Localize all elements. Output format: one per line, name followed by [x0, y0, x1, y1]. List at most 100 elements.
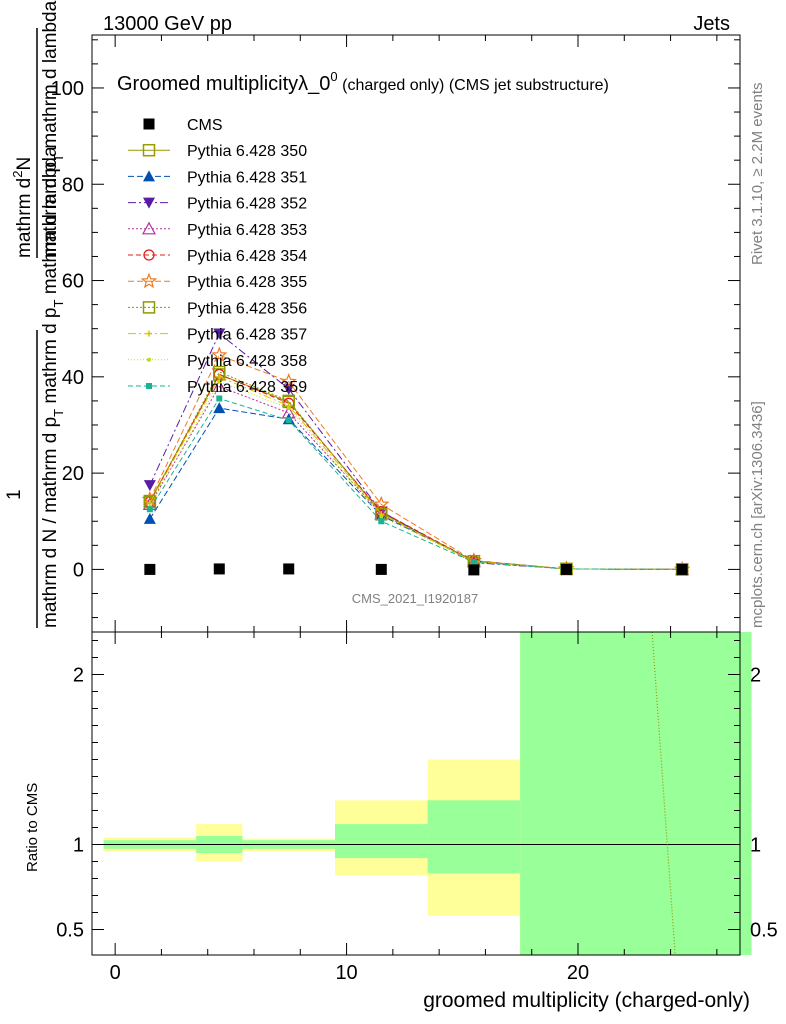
data-point	[212, 379, 227, 393]
legend-item: Pythia 6.428 351	[128, 169, 307, 186]
ratio-plot: 0.5 0.51 12 20 10 20	[56, 631, 778, 984]
data-point	[468, 564, 480, 576]
series-pythia-6-428-351	[143, 402, 689, 575]
data-point	[280, 372, 297, 389]
y-tick-label: 60	[62, 271, 84, 293]
mcplots-label: mcplots.cern.ch [arXiv:1306.3436]	[749, 401, 766, 628]
data-point	[216, 373, 223, 380]
data-point	[143, 249, 155, 261]
data-point	[470, 559, 477, 566]
data-point	[142, 301, 156, 314]
data-point	[285, 417, 292, 424]
data-point	[143, 170, 155, 182]
data-point	[213, 402, 226, 414]
y-tick-label: 0	[73, 559, 84, 581]
top-y-axis-label: mathrm d2N mathrm d pT mathrm d lambda 1…	[4, 0, 66, 628]
series-line	[149, 385, 683, 570]
legend-item: Pythia 6.428 352	[128, 196, 307, 213]
data-point	[140, 272, 158, 289]
ratio-band-inner	[427, 800, 521, 874]
ratio-y-tick-label: 0.5	[56, 920, 84, 942]
data-point	[286, 406, 291, 411]
data-point	[283, 563, 295, 575]
legend-label: Pythia 6.428 350	[187, 143, 307, 160]
data-point	[217, 379, 222, 384]
legend-label: Pythia 6.428 354	[187, 248, 307, 265]
legend-item: Pythia 6.428 357	[128, 327, 307, 344]
legend-label: Pythia 6.428 355	[187, 274, 307, 291]
legend-item: CMS	[143, 117, 223, 134]
ratio-band-inner	[520, 632, 752, 955]
ratio-y-tick-label: 2	[73, 665, 84, 687]
series-line	[149, 380, 683, 570]
ylabel-numerator: mathrm d2N	[10, 157, 35, 258]
header-right: Jets	[693, 13, 730, 35]
data-point	[379, 514, 384, 519]
legend-label: Pythia 6.428 353	[187, 222, 307, 239]
legend-item: Pythia 6.428 359	[128, 379, 307, 396]
y-tick-label: 100	[51, 78, 84, 100]
plot-title: Groomed multiplicityλ_00 (charged only) …	[117, 69, 609, 95]
series-line	[149, 407, 683, 570]
x-axis-label: groomed multiplicity (charged-only)	[423, 989, 750, 1012]
legend: CMS Pythia 6.428 350 Pythia 6.428 351 Pythi…	[128, 117, 307, 396]
data-point	[375, 563, 387, 575]
legend-item: Pythia 6.428 358	[128, 353, 307, 370]
legend-label: Pythia 6.428 357	[187, 327, 307, 344]
y-tick-label: 20	[62, 463, 84, 485]
data-point	[141, 221, 157, 235]
series-pythia-6-428-357	[146, 373, 686, 573]
data-point	[143, 512, 156, 524]
data-point	[211, 346, 228, 363]
ylabel-denominator: mathrm d pT mathrm d lambda	[40, 0, 66, 258]
data-point	[676, 563, 688, 575]
ratio-y-tick-label-right: 2	[750, 665, 761, 687]
x-tick-label: 0	[110, 962, 121, 984]
header-left: 13000 GeV pp	[103, 13, 232, 35]
legend-item: Pythia 6.428 356	[128, 300, 307, 317]
series-cms	[144, 563, 688, 576]
data-point	[373, 495, 390, 512]
main-plot: 0 20 40 60 80 100	[51, 34, 741, 633]
ylabel-prefactor-denominator: mathrm d N / mathrm d pT mathrm d pT mat…	[40, 146, 66, 628]
legend-item: Pythia 6.428 353	[128, 221, 307, 239]
rivet-label: Rivet 3.1.10, ≥ 2.2M events	[749, 83, 766, 266]
data-point	[213, 563, 225, 575]
ratio-y-tick-label: 1	[73, 835, 84, 857]
series-pythia-6-428-359	[146, 395, 686, 573]
analysis-watermark: CMS_2021_I1920187	[352, 591, 479, 606]
ylabel-prefactor: 1	[4, 489, 25, 500]
legend-label: Pythia 6.428 359	[187, 379, 307, 396]
series-line	[149, 373, 683, 570]
data-point	[146, 383, 152, 389]
ratio-band-inner	[335, 824, 428, 859]
data-point	[560, 563, 572, 575]
series-line	[149, 376, 683, 570]
ratio-y-tick-label-right: 0.5	[750, 920, 778, 942]
legend-item: Pythia 6.428 350	[128, 143, 307, 160]
series-pythia-6-428-358	[147, 379, 685, 572]
series-line	[149, 373, 683, 570]
ratio-y-tick-label-right: 1	[750, 835, 761, 857]
data-point	[143, 118, 155, 130]
data-point	[213, 328, 226, 340]
series-line	[149, 371, 683, 570]
ratio-ylabel: Ratio to CMS	[24, 783, 41, 872]
series-pythia-6-428-350	[143, 368, 689, 576]
legend-item: Pythia 6.428 354	[128, 248, 307, 265]
data-point	[143, 480, 156, 492]
data-point	[146, 506, 153, 513]
data-point	[144, 563, 156, 575]
legend-label: Pythia 6.428 351	[187, 169, 307, 186]
x-tick-label: 20	[567, 962, 589, 984]
data-point	[216, 395, 223, 402]
series-line	[149, 397, 683, 570]
data-point	[142, 143, 156, 157]
legend-label: Pythia 6.428 356	[187, 300, 307, 317]
data-point	[143, 197, 155, 209]
data-point	[146, 330, 152, 337]
y-tick-label: 80	[62, 174, 84, 196]
legend-label: Pythia 6.428 352	[187, 196, 307, 213]
series-pythia-6-428-356	[143, 365, 689, 576]
